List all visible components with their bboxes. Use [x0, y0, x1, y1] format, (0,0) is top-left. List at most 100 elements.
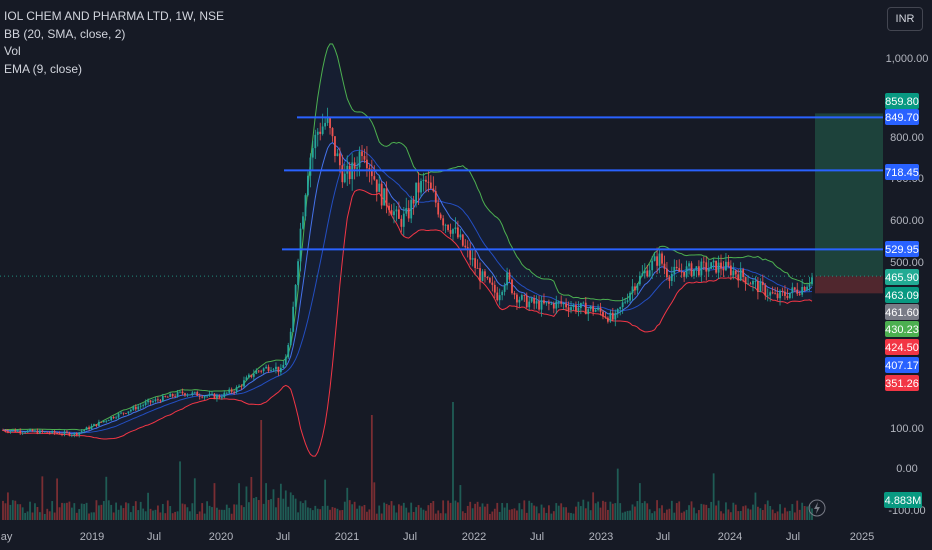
volume-bar: [316, 508, 319, 520]
lightning-icon[interactable]: [808, 499, 826, 517]
candle: [19, 428, 22, 436]
svg-text:859.80: 859.80: [885, 96, 919, 108]
volume-bar: [484, 506, 486, 520]
volume-bar: [304, 500, 307, 520]
candle: [808, 276, 811, 292]
volume-bar: [668, 508, 671, 520]
volume-bar: [611, 503, 614, 520]
candle: [725, 253, 727, 272]
candle: [343, 163, 346, 184]
currency-button[interactable]: INR: [887, 7, 923, 31]
volume-bar: [506, 503, 508, 520]
volume-bar: [75, 512, 78, 520]
candle: [449, 223, 452, 238]
volume-bar: [294, 498, 297, 520]
candle: [14, 428, 17, 433]
candle: [223, 390, 226, 399]
svg-text:4.883M: 4.883M: [885, 495, 922, 507]
volume-bar: [520, 509, 523, 520]
volume-bar: [641, 503, 644, 520]
volume-bar: [191, 503, 194, 520]
volume-bar: [638, 483, 641, 520]
price-label: 718.45: [885, 164, 919, 180]
volume-bar: [516, 510, 518, 520]
legend-bollinger-bands[interactable]: BB (20, SMA, close, 2): [4, 26, 126, 41]
y-axis-tick-label: 0.00: [896, 463, 917, 475]
x-axis-tick-label: 2020: [209, 531, 233, 543]
candle: [252, 369, 255, 381]
volume-bar: [34, 503, 36, 520]
volume-bar: [250, 476, 253, 520]
candle: [693, 269, 695, 279]
x-axis-tick-label: Jul: [403, 531, 417, 543]
volume-bar: [594, 503, 597, 520]
volume-bar: [112, 512, 115, 520]
volume-bar: [201, 503, 204, 520]
candle: [388, 202, 390, 216]
volume-bar: [230, 513, 233, 520]
volume-bar: [238, 483, 240, 520]
volume-bar: [80, 503, 83, 520]
candle: [530, 296, 533, 303]
volume-bar: [73, 503, 76, 520]
volume-bar: [176, 511, 179, 520]
candle: [582, 301, 585, 304]
candle: [685, 260, 688, 279]
volume-bar: [262, 503, 265, 520]
candle: [764, 283, 767, 300]
candle: [356, 156, 358, 177]
candle: [410, 195, 413, 224]
volume-bar: [420, 507, 422, 520]
candle: [41, 429, 44, 434]
candle: [370, 159, 373, 185]
volume-bar: [457, 502, 459, 520]
volume-bar: [749, 509, 752, 520]
volume-bar: [675, 503, 678, 520]
candle: [720, 254, 722, 276]
volume-bar: [771, 509, 774, 520]
candle: [791, 282, 794, 299]
legend-symbol[interactable]: IOL CHEM AND PHARMA LTD, 1W, NSE: [4, 9, 225, 23]
volume-bar: [53, 512, 56, 520]
candle: [503, 282, 506, 296]
volume-bar: [270, 499, 272, 520]
candle: [712, 258, 715, 270]
candle: [270, 367, 272, 372]
candle: [427, 171, 430, 193]
candle: [90, 423, 93, 430]
volume-bar: [211, 507, 213, 520]
candle: [511, 278, 513, 295]
volume-bar: [127, 503, 130, 520]
candle: [75, 432, 78, 437]
candle: [543, 293, 545, 305]
volume-bar: [179, 461, 181, 520]
candle: [247, 373, 250, 379]
candle: [579, 302, 582, 315]
candle: [127, 411, 130, 415]
volume-bar: [757, 506, 759, 520]
candle: [95, 424, 98, 428]
volume-bar: [661, 505, 663, 520]
candle: [774, 287, 777, 295]
volume-bar: [727, 509, 730, 520]
volume-bar: [388, 505, 390, 520]
legend-volume[interactable]: Vol: [4, 44, 21, 58]
legend-ema[interactable]: EMA (9, close): [4, 61, 83, 76]
candle: [393, 203, 395, 224]
candle: [673, 259, 676, 282]
volume-bar: [734, 504, 737, 520]
candle: [471, 249, 474, 267]
candle: [331, 127, 334, 142]
candle: [407, 200, 410, 222]
candle: [208, 390, 211, 397]
volume-bar: [385, 503, 388, 520]
volume-bar: [154, 509, 157, 520]
volume-bar: [378, 505, 381, 520]
volume-bar: [525, 512, 528, 520]
candle: [619, 306, 622, 316]
x-axis-tick-label: Jul: [147, 531, 161, 543]
candle: [324, 116, 327, 130]
candle: [159, 399, 162, 403]
candle: [193, 391, 196, 394]
